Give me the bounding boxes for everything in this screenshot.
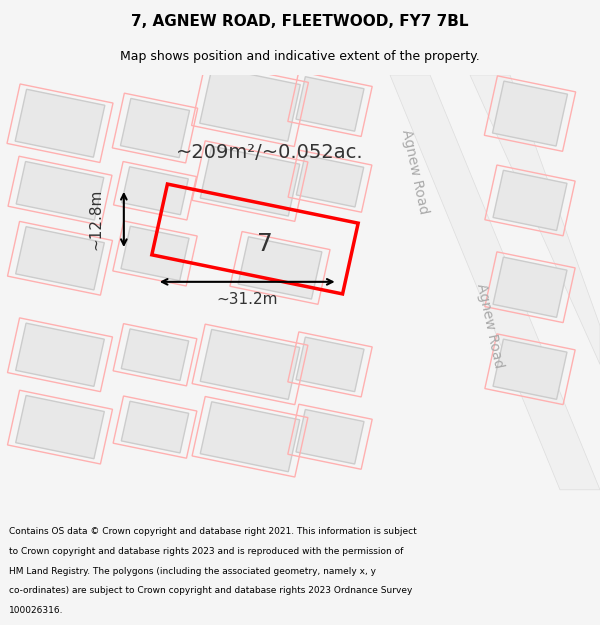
Text: ~209m²/~0.052ac.: ~209m²/~0.052ac.	[176, 142, 364, 162]
Polygon shape	[16, 323, 104, 386]
Polygon shape	[200, 329, 300, 399]
Polygon shape	[200, 402, 300, 472]
Polygon shape	[122, 167, 188, 215]
Text: Agnew Road: Agnew Road	[474, 282, 506, 369]
Text: HM Land Registry. The polygons (including the associated geometry, namely x, y: HM Land Registry. The polygons (includin…	[9, 566, 376, 576]
Text: Map shows position and indicative extent of the property.: Map shows position and indicative extent…	[120, 50, 480, 62]
Text: Agnew Road: Agnew Road	[399, 127, 431, 215]
Polygon shape	[121, 99, 190, 158]
Text: Contains OS data © Crown copyright and database right 2021. This information is : Contains OS data © Crown copyright and d…	[9, 528, 417, 536]
Text: ~31.2m: ~31.2m	[217, 292, 278, 307]
Polygon shape	[200, 67, 300, 141]
Polygon shape	[493, 170, 567, 231]
Text: 7: 7	[257, 232, 273, 256]
Text: co-ordinates) are subject to Crown copyright and database rights 2023 Ordnance S: co-ordinates) are subject to Crown copyr…	[9, 586, 412, 595]
Polygon shape	[296, 155, 364, 207]
Text: 7, AGNEW ROAD, FLEETWOOD, FY7 7BL: 7, AGNEW ROAD, FLEETWOOD, FY7 7BL	[131, 14, 469, 29]
Polygon shape	[16, 161, 104, 220]
Polygon shape	[493, 339, 567, 399]
Polygon shape	[493, 257, 567, 318]
Polygon shape	[121, 401, 189, 453]
Text: to Crown copyright and database rights 2023 and is reproduced with the permissio: to Crown copyright and database rights 2…	[9, 547, 403, 556]
Polygon shape	[390, 75, 600, 490]
Text: ~12.8m: ~12.8m	[88, 189, 103, 250]
Polygon shape	[15, 89, 105, 158]
Polygon shape	[296, 337, 364, 392]
Polygon shape	[200, 146, 300, 216]
Text: 100026316.: 100026316.	[9, 606, 64, 615]
Polygon shape	[16, 227, 104, 290]
Polygon shape	[238, 237, 322, 299]
Polygon shape	[296, 409, 364, 464]
Polygon shape	[121, 329, 189, 381]
Polygon shape	[121, 226, 189, 281]
Polygon shape	[296, 77, 364, 131]
Polygon shape	[493, 81, 568, 146]
Polygon shape	[470, 75, 600, 364]
Polygon shape	[16, 396, 104, 459]
